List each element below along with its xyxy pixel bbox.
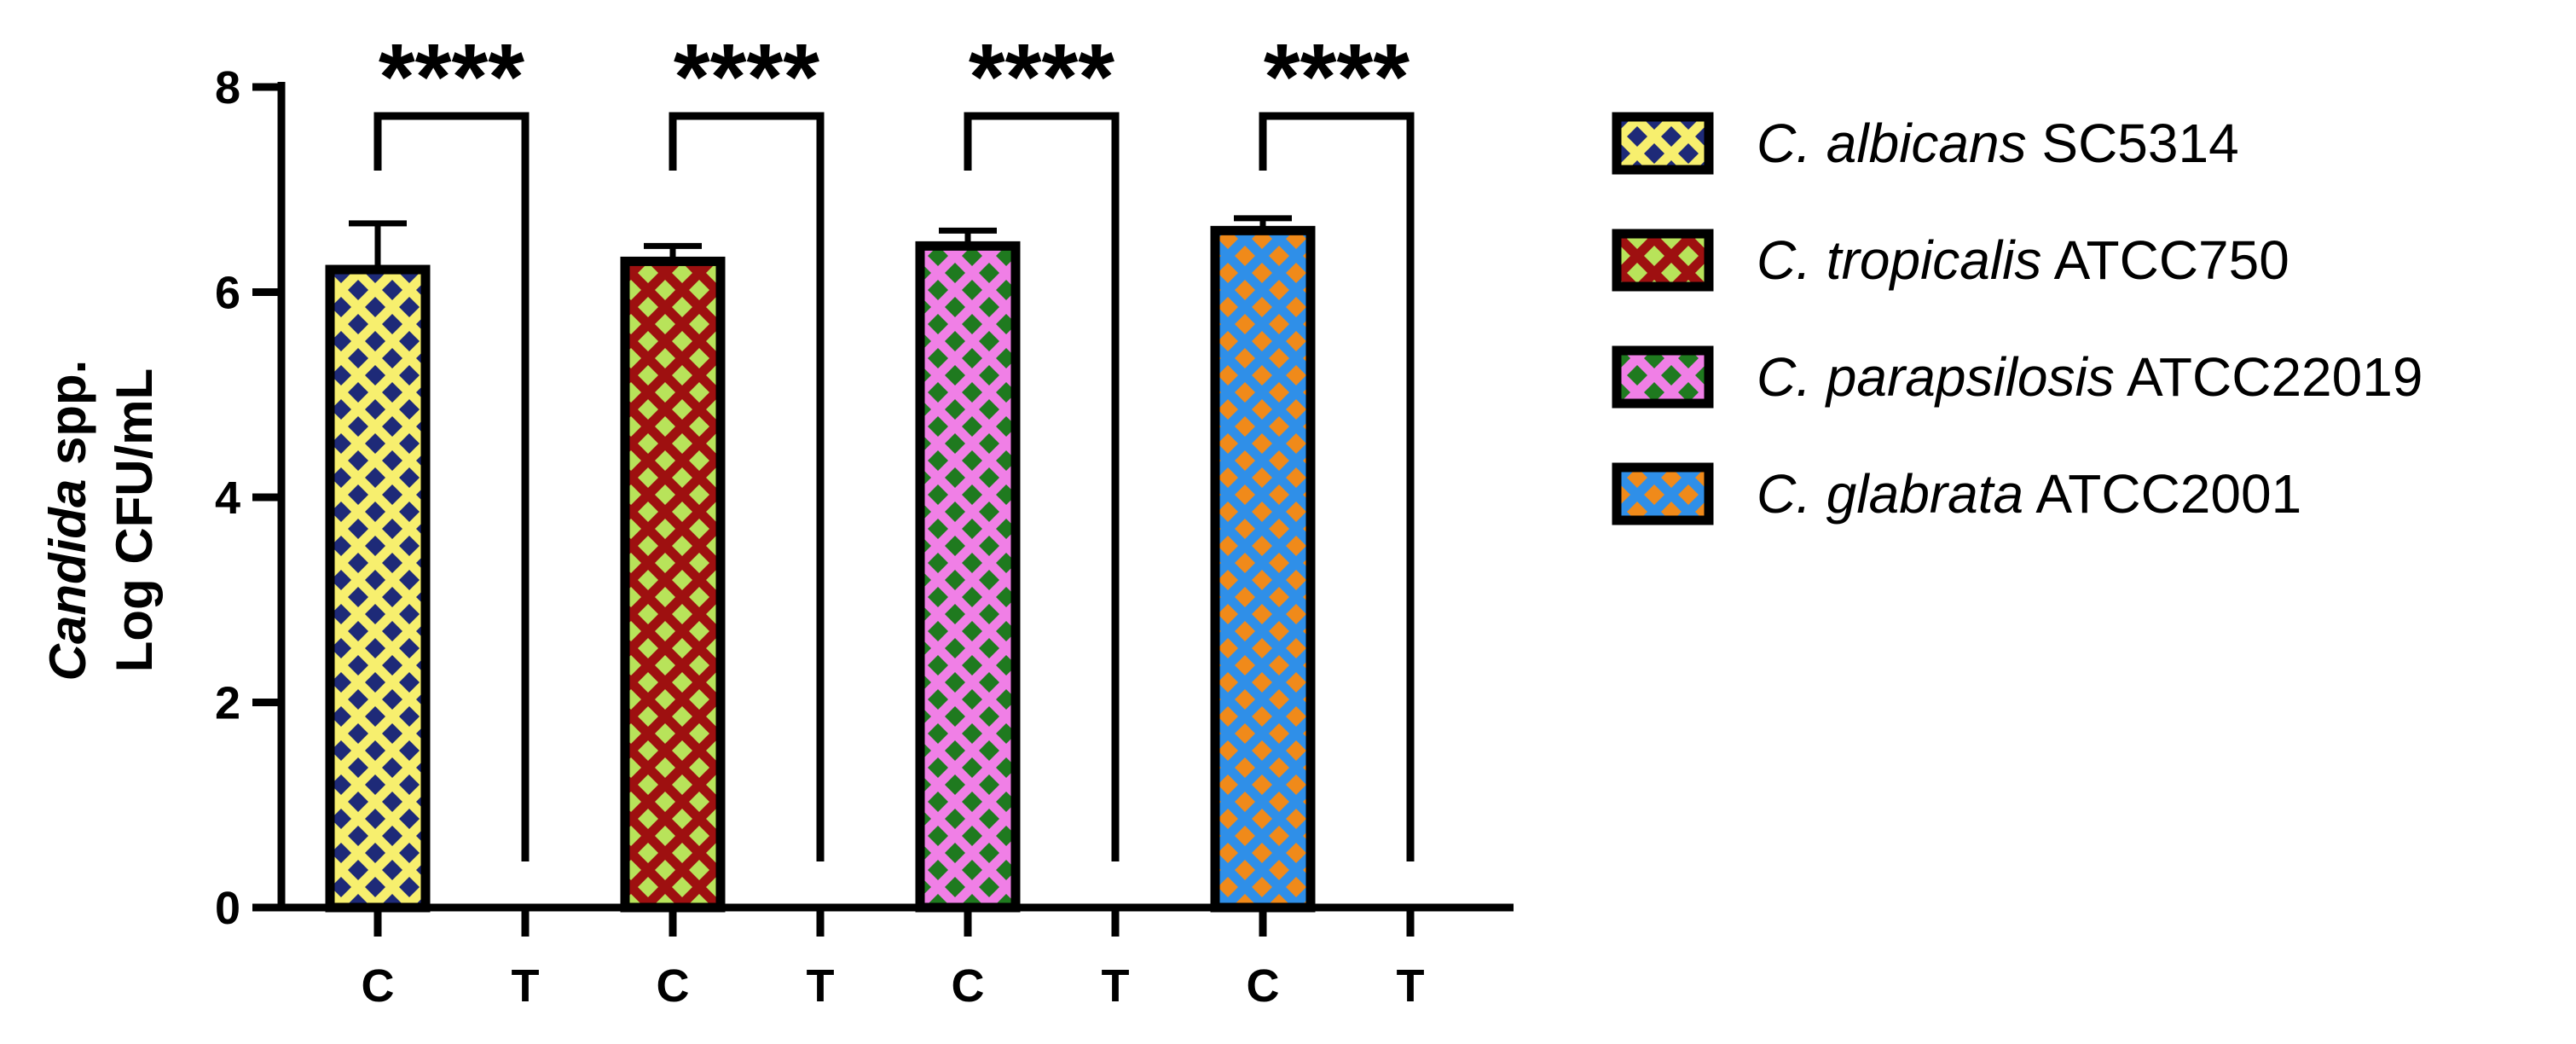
x-tick-label: C	[362, 960, 395, 1012]
x-tick-label: T	[1102, 960, 1130, 1012]
significance-bracket	[964, 112, 1120, 861]
bar-control	[325, 264, 431, 913]
svg-text:Candida spp.: Candida spp.	[39, 360, 96, 682]
y-tick-label: 0	[215, 883, 240, 934]
y-axis-label-rest: spp.	[39, 360, 96, 479]
legend-strain: ATCC750	[2041, 229, 2289, 291]
y-axis: 0 2 4 6 8	[215, 62, 286, 934]
significance-brackets: **** **** **** ****	[373, 25, 1415, 861]
x-tick-label: T	[1397, 960, 1425, 1012]
y-axis-label-line2: Log CFU/mL	[106, 368, 163, 673]
legend-strain: ATCC22019	[2115, 346, 2423, 408]
significance-bracket	[1259, 112, 1415, 861]
significance-label: ****	[379, 25, 524, 130]
significance-label: ****	[1264, 25, 1410, 130]
x-tick-label: T	[512, 960, 540, 1012]
legend-label: C. glabrata ATCC2001	[1757, 463, 2301, 525]
legend-species: C. albicans	[1757, 113, 2027, 174]
legend-species: C. parapsilosis	[1757, 346, 2115, 408]
x-tick-label: T	[807, 960, 835, 1012]
legend-label: C. tropicalis ATCC750	[1757, 229, 2289, 291]
y-axis-label-italic: Candida	[39, 479, 96, 682]
legend-item: C. glabrata ATCC2001	[1612, 462, 2301, 525]
bar-control	[620, 256, 726, 913]
y-tick-label: 8	[215, 62, 240, 113]
y-axis-label: Candida spp. Log CFU/mL	[39, 360, 163, 682]
x-tick-label: C	[1247, 960, 1280, 1012]
legend-species: C. glabrata	[1757, 463, 2023, 525]
legend-item: C. tropicalis ATCC750	[1612, 229, 2289, 292]
x-tick-label: C	[952, 960, 985, 1012]
legend-swatch	[1612, 112, 1714, 175]
legend-swatch	[1612, 345, 1714, 409]
x-tick-label: C	[657, 960, 690, 1012]
significance-label: ****	[674, 25, 819, 130]
legend-species: C. tropicalis	[1757, 229, 2041, 291]
significance-bracket	[669, 112, 825, 861]
significance-label: ****	[969, 25, 1114, 130]
legend-strain: SC5314	[2027, 113, 2239, 174]
legend-swatch	[1612, 462, 1714, 525]
legend-item: C. parapsilosis ATCC22019	[1612, 345, 2423, 409]
legend-label: C. albicans SC5314	[1757, 113, 2239, 174]
bar-control	[1210, 225, 1316, 913]
legend-label: C. parapsilosis ATCC22019	[1757, 346, 2423, 408]
y-tick-label: 6	[215, 268, 240, 319]
legend-swatch	[1612, 229, 1714, 292]
y-tick-label: 4	[215, 473, 240, 524]
significance-bracket	[373, 112, 530, 861]
bar-control	[915, 241, 1021, 913]
legend-item: C. albicans SC5314	[1612, 112, 2239, 175]
y-tick-label: 2	[215, 678, 240, 729]
legend-strain: ATCC2001	[2023, 463, 2301, 525]
